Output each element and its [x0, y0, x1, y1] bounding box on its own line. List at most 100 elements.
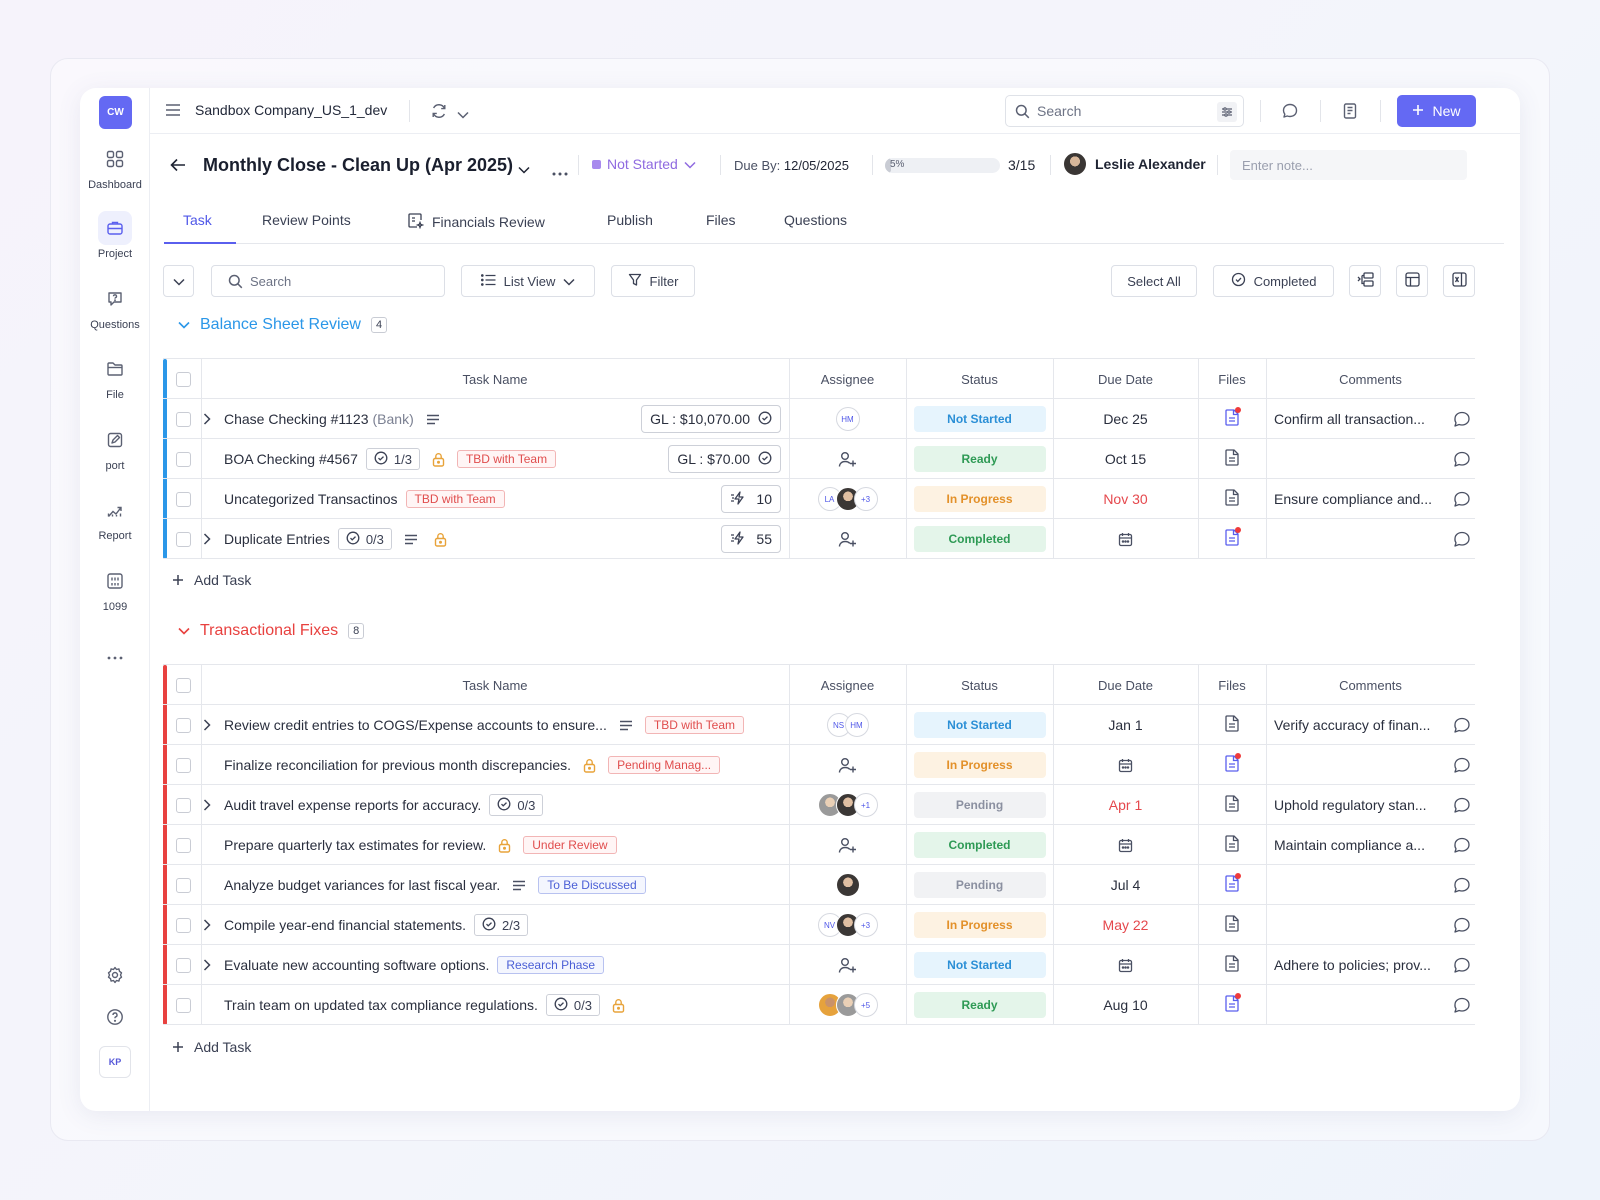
- comment-preview[interactable]: [1274, 865, 1444, 905]
- file-icon[interactable]: [1225, 795, 1239, 815]
- collapse-all-button[interactable]: [163, 265, 194, 297]
- file-icon[interactable]: [1225, 407, 1241, 429]
- assignee-avatars[interactable]: NS HM: [826, 713, 869, 737]
- status-badge[interactable]: Pending: [913, 872, 1046, 898]
- transaction-count-chip[interactable]: 55: [721, 525, 781, 553]
- task-name[interactable]: Uncategorized Transactinos: [224, 491, 398, 507]
- subtask-counter[interactable]: 0/3: [545, 994, 600, 1016]
- file-icon[interactable]: [1225, 753, 1241, 775]
- search-filter-icon[interactable]: [1217, 102, 1237, 122]
- sidebar-item-1099[interactable]: 1099: [80, 564, 150, 613]
- sidebar-item-port[interactable]: port: [80, 423, 150, 472]
- group-header[interactable]: Transactional Fixes 8: [178, 622, 365, 640]
- calendar-icon[interactable]: [1118, 958, 1133, 973]
- comment-preview[interactable]: [1274, 519, 1444, 559]
- table-row[interactable]: Train team on updated tax compliance reg…: [163, 985, 1475, 1025]
- file-icon[interactable]: [1225, 715, 1239, 735]
- task-name[interactable]: Duplicate Entries: [224, 531, 330, 547]
- tab-task[interactable]: Task: [183, 212, 212, 228]
- task-name[interactable]: Review credit entries to COGS/Expense ac…: [224, 717, 607, 733]
- list-view-dropdown[interactable]: List View: [461, 265, 595, 297]
- company-name[interactable]: Sandbox Company_US_1_dev: [195, 102, 388, 118]
- row-checkbox[interactable]: [176, 917, 191, 933]
- comment-preview[interactable]: Confirm all transaction...: [1274, 411, 1425, 427]
- notes-document-icon[interactable]: [1341, 102, 1359, 125]
- global-search-input[interactable]: [1037, 103, 1207, 119]
- project-title[interactable]: Monthly Close - Clean Up (Apr 2025): [203, 155, 514, 175]
- comment-icon[interactable]: [1453, 917, 1471, 937]
- task-tag[interactable]: Research Phase: [497, 956, 605, 974]
- table-row[interactable]: Evaluate new accounting software options…: [163, 945, 1475, 985]
- calendar-icon[interactable]: [1118, 532, 1133, 547]
- add-assignee-icon[interactable]: [838, 531, 857, 548]
- comment-icon[interactable]: [1453, 797, 1471, 817]
- comment-preview[interactable]: Ensure compliance and...: [1274, 491, 1432, 507]
- add-task-button[interactable]: Add Task: [172, 1039, 251, 1055]
- table-row[interactable]: Audit travel expense reports for accurac…: [163, 785, 1475, 825]
- row-checkbox[interactable]: [176, 877, 191, 893]
- project-owner[interactable]: Leslie Alexander: [1063, 152, 1206, 176]
- add-assignee-icon[interactable]: [838, 757, 857, 774]
- file-icon[interactable]: [1225, 489, 1239, 509]
- project-status-dropdown[interactable]: Not Started: [592, 156, 696, 172]
- sidebar-item-questions[interactable]: Questions: [80, 282, 150, 331]
- task-name[interactable]: Evaluate new accounting software options…: [224, 957, 490, 973]
- tab-files[interactable]: Files: [706, 212, 736, 228]
- table-row[interactable]: Compile year-end financial statements. 2/…: [163, 905, 1475, 945]
- table-row[interactable]: Duplicate Entries 0/3 55 Completed: [163, 519, 1475, 559]
- due-date[interactable]: Dec 25: [1103, 411, 1148, 427]
- comment-preview[interactable]: [1274, 745, 1444, 785]
- comment-icon[interactable]: [1453, 837, 1471, 857]
- settings-button[interactable]: [80, 966, 150, 989]
- subtask-counter[interactable]: 1/3: [365, 448, 420, 470]
- task-name[interactable]: Chase Checking #1123: [224, 411, 369, 427]
- user-avatar[interactable]: KP: [99, 1046, 131, 1078]
- due-date[interactable]: Oct 15: [1104, 451, 1147, 467]
- tab-questions[interactable]: Questions: [784, 212, 847, 228]
- sidebar-item-report[interactable]: Report: [80, 493, 150, 542]
- sidebar-item-dashboard[interactable]: Dashboard: [80, 142, 150, 191]
- company-logo[interactable]: CW: [99, 96, 132, 129]
- help-button[interactable]: [80, 1008, 150, 1031]
- subtask-counter[interactable]: 0/3: [337, 528, 392, 550]
- task-tag[interactable]: To Be Discussed: [538, 876, 646, 894]
- table-row[interactable]: Finalize reconciliation for previous mon…: [163, 745, 1475, 785]
- assignee-avatars[interactable]: +1: [817, 793, 878, 817]
- new-button[interactable]: New: [1397, 95, 1476, 127]
- comment-icon[interactable]: [1453, 717, 1471, 737]
- file-icon[interactable]: [1225, 835, 1239, 855]
- chevron-right-icon[interactable]: [198, 919, 216, 931]
- status-badge[interactable]: Pending: [913, 792, 1046, 818]
- status-badge[interactable]: Not Started: [913, 952, 1046, 978]
- comment-icon[interactable]: [1453, 491, 1471, 511]
- gl-balance-chip[interactable]: GL : $70.00: [668, 445, 781, 473]
- assignee-avatars[interactable]: +5: [817, 993, 878, 1017]
- completed-toggle-button[interactable]: Completed: [1213, 265, 1334, 297]
- file-icon[interactable]: [1225, 993, 1241, 1015]
- task-name[interactable]: BOA Checking #4567: [224, 451, 358, 467]
- due-date[interactable]: Apr 1: [1108, 797, 1143, 813]
- task-tag[interactable]: TBD with Team: [456, 450, 557, 468]
- task-search-input[interactable]: [250, 274, 430, 289]
- task-name[interactable]: Finalize reconciliation for previous mon…: [224, 757, 572, 773]
- transaction-count-chip[interactable]: 10: [721, 485, 781, 513]
- comment-icon[interactable]: [1453, 997, 1471, 1017]
- task-name[interactable]: Prepare quarterly tax estimates for revi…: [224, 837, 487, 853]
- comment-preview[interactable]: [1274, 439, 1444, 479]
- task-tag[interactable]: Under Review: [523, 836, 617, 854]
- calendar-icon[interactable]: [1118, 838, 1133, 853]
- row-checkbox[interactable]: [176, 837, 191, 853]
- row-checkbox[interactable]: [176, 717, 191, 733]
- table-row[interactable]: Prepare quarterly tax estimates for revi…: [163, 825, 1475, 865]
- task-name[interactable]: Audit travel expense reports for accurac…: [224, 797, 482, 813]
- description-icon[interactable]: [619, 720, 633, 731]
- add-assignee-icon[interactable]: [838, 451, 857, 468]
- table-row[interactable]: Chase Checking #1123 (Bank) GL : $10,070.0…: [163, 399, 1475, 439]
- task-tag[interactable]: TBD with Team: [405, 490, 505, 508]
- assignee-avatars[interactable]: HM: [835, 407, 860, 431]
- comment-icon[interactable]: [1453, 757, 1471, 777]
- table-row[interactable]: Uncategorized Transactinos TBD with Team 1…: [163, 479, 1475, 519]
- status-badge[interactable]: Not Started: [913, 712, 1046, 738]
- table-row[interactable]: Review credit entries to COGS/Expense ac…: [163, 705, 1475, 745]
- table-row[interactable]: Analyze budget variances for last fiscal…: [163, 865, 1475, 905]
